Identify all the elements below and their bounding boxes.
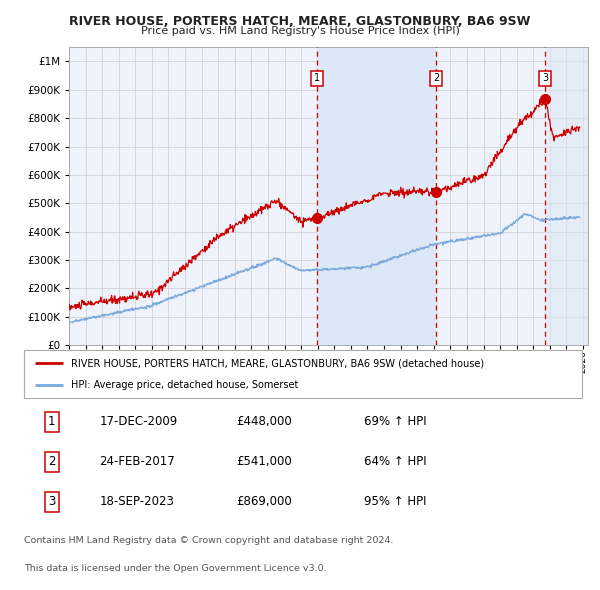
Text: 2: 2 [48, 455, 56, 468]
Text: This data is licensed under the Open Government Licence v3.0.: This data is licensed under the Open Gov… [24, 565, 326, 573]
Bar [545, 47, 588, 345]
Text: 18-SEP-2023: 18-SEP-2023 [100, 495, 174, 508]
Text: £541,000: £541,000 [236, 455, 292, 468]
Bar [317, 47, 436, 345]
Text: HPI: Average price, detached house, Somerset: HPI: Average price, detached house, Some… [71, 380, 299, 390]
Text: 3: 3 [542, 74, 548, 83]
Text: 1: 1 [314, 74, 320, 83]
Text: 17-DEC-2009: 17-DEC-2009 [100, 415, 178, 428]
Text: Contains HM Land Registry data © Crown copyright and database right 2024.: Contains HM Land Registry data © Crown c… [24, 536, 394, 546]
Text: 1: 1 [48, 415, 56, 428]
Text: 24-FEB-2017: 24-FEB-2017 [100, 455, 175, 468]
Text: £448,000: £448,000 [236, 415, 292, 428]
Text: RIVER HOUSE, PORTERS HATCH, MEARE, GLASTONBURY, BA6 9SW: RIVER HOUSE, PORTERS HATCH, MEARE, GLAST… [70, 15, 530, 28]
Text: £869,000: £869,000 [236, 495, 292, 508]
Text: 69% ↑ HPI: 69% ↑ HPI [364, 415, 427, 428]
Text: 3: 3 [48, 495, 56, 508]
Text: RIVER HOUSE, PORTERS HATCH, MEARE, GLASTONBURY, BA6 9SW (detached house): RIVER HOUSE, PORTERS HATCH, MEARE, GLAST… [71, 358, 485, 368]
Text: 2: 2 [433, 74, 439, 83]
Text: 64% ↑ HPI: 64% ↑ HPI [364, 455, 427, 468]
Bar [545, 47, 588, 345]
FancyBboxPatch shape [24, 350, 582, 398]
Text: Price paid vs. HM Land Registry's House Price Index (HPI): Price paid vs. HM Land Registry's House … [140, 26, 460, 36]
Text: 95% ↑ HPI: 95% ↑ HPI [364, 495, 427, 508]
